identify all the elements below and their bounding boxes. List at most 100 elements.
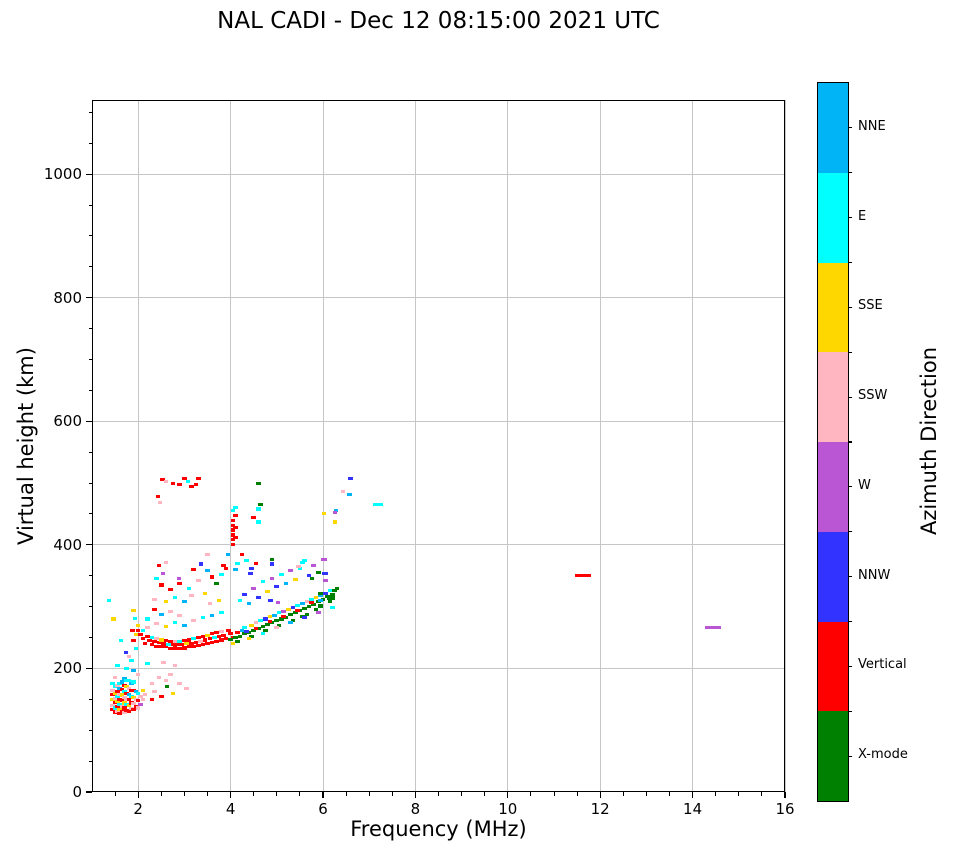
data-point: [149, 682, 155, 686]
data-point: [126, 686, 132, 690]
colorbar-boundary-tick: [848, 620, 852, 623]
data-point: [115, 694, 120, 698]
colorbar-tick-label: NNW: [858, 567, 891, 583]
data-point: [269, 557, 275, 561]
data-point: [189, 642, 194, 646]
y-tick-label: 1000: [43, 165, 82, 184]
data-point: [333, 508, 339, 512]
data-point: [185, 479, 191, 483]
data-point: [268, 598, 273, 602]
data-point: [327, 600, 333, 604]
x-tick-major: [507, 792, 509, 798]
data-point: [133, 647, 139, 651]
x-tick-minor: [553, 792, 555, 796]
data-point: [124, 678, 129, 682]
data-point: [152, 640, 157, 644]
data-point: [123, 650, 129, 654]
colorbar-tick: [848, 396, 852, 398]
data-point: [152, 690, 157, 694]
colorbar-tick: [848, 665, 852, 667]
data-point: [251, 628, 256, 632]
y-tick-major: [86, 667, 92, 670]
data-point: [251, 515, 256, 519]
data-point: [237, 634, 243, 638]
plot-frame: [92, 100, 785, 792]
y-tick-minor: [88, 729, 92, 731]
data-point: [276, 611, 282, 615]
colorbar-segment-vertical: [818, 621, 848, 712]
data-point: [177, 647, 183, 651]
data-point: [242, 632, 247, 636]
colorbar-tick-label: X-mode: [858, 747, 908, 763]
data-point: [232, 568, 238, 572]
x-tick-major: [137, 792, 139, 798]
data-point: [269, 577, 275, 581]
data-point: [160, 572, 166, 576]
data-point: [329, 596, 335, 600]
data-point: [126, 692, 132, 696]
data-point: [214, 639, 220, 643]
data-point: [168, 673, 173, 677]
data-point: [115, 663, 120, 667]
gridline-vertical: [230, 100, 232, 792]
data-point: [182, 646, 187, 650]
colorbar-segment-sse: [818, 262, 848, 353]
data-point: [288, 621, 293, 625]
data-point: [126, 698, 132, 702]
data-point: [340, 490, 346, 494]
data-point: [191, 568, 196, 572]
data-point: [274, 585, 280, 589]
data-point: [112, 700, 118, 704]
data-point: [302, 606, 307, 611]
data-point: [306, 574, 312, 578]
x-tick-label: 4: [225, 800, 236, 818]
colorbar-segment-e: [818, 172, 848, 263]
data-point: [186, 645, 192, 649]
data-point: [242, 626, 247, 630]
data-point: [163, 479, 169, 483]
y-tick-label: 400: [53, 535, 82, 554]
data-point: [221, 564, 226, 568]
y-tick-minor: [88, 698, 92, 700]
data-point: [191, 637, 196, 641]
colorbar-boundary-tick: [848, 441, 852, 443]
data-point: [265, 623, 270, 627]
data-point: [296, 564, 301, 569]
colorbar-boundary-tick: [848, 261, 852, 264]
data-point: [161, 642, 166, 646]
data-point: [230, 538, 236, 542]
data-point: [126, 654, 132, 658]
data-point: [110, 617, 116, 621]
data-point: [163, 561, 169, 565]
colorbar-tick-label: NNE: [858, 118, 886, 134]
data-point: [225, 552, 231, 556]
y-tick-major: [86, 544, 92, 546]
data-point: [239, 628, 245, 632]
colorbar-tick-label: SSE: [858, 298, 883, 314]
data-point: [219, 572, 224, 577]
colorbar-tick: [848, 127, 852, 129]
data-point: [281, 614, 287, 619]
data-point: [163, 639, 169, 643]
data-point: [189, 484, 195, 488]
x-tick-minor: [738, 792, 740, 796]
data-point: [267, 614, 273, 619]
x-tick-minor: [114, 792, 116, 796]
data-point: [115, 710, 120, 714]
data-point: [326, 596, 332, 600]
data-point: [311, 602, 317, 606]
data-point: [112, 685, 118, 689]
data-point: [219, 638, 224, 642]
data-point: [232, 513, 238, 517]
data-point: [106, 598, 112, 602]
data-point: [302, 616, 307, 620]
x-tick-label: 8: [410, 800, 421, 818]
data-point: [323, 591, 328, 595]
data-point: [184, 686, 189, 690]
data-point: [209, 632, 215, 636]
colorbar-tick-label: SSW: [858, 388, 888, 404]
x-tick-minor: [391, 792, 393, 796]
y-tick-major: [86, 791, 92, 793]
data-point: [186, 586, 192, 590]
data-point: [138, 702, 143, 706]
